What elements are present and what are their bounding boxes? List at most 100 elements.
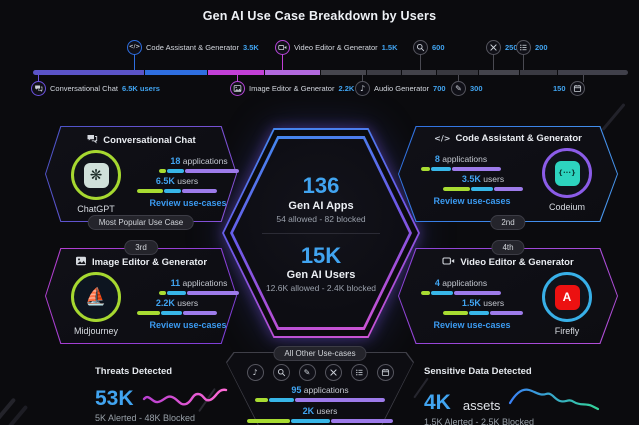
users-bar	[137, 189, 217, 193]
review-use-cases-link[interactable]: Review use-cases	[433, 196, 511, 206]
sensitive-count: 4K	[424, 391, 451, 414]
page-title: Gen AI Use Case Breakdown by Users	[202, 9, 437, 23]
sensitive-title: Sensitive Data Detected	[424, 366, 532, 377]
apps-bar	[159, 291, 239, 295]
panel-code-assistant: </> Code Assistant & Generator {···} Cod…	[398, 126, 618, 222]
divider	[262, 232, 380, 234]
review-use-cases-link[interactable]: Review use-cases	[433, 320, 511, 330]
timeline-connector	[493, 54, 494, 70]
logo-label: Firefly	[554, 326, 580, 336]
music-icon[interactable]: ♪	[246, 364, 264, 381]
review-use-cases-link[interactable]: Review use-cases	[149, 320, 227, 330]
badge-most-popular: Most Popular Use Case	[87, 215, 195, 230]
users-stat: 3.5K users	[461, 174, 505, 184]
timeline-marker-video: Video Editor & Generator 1.5K	[275, 40, 398, 55]
panel-conversational-chat: Conversational Chat ❋ ChatGPT 18 applica…	[45, 126, 239, 222]
apps-bar	[159, 169, 239, 173]
pen-icon[interactable]: ✎	[451, 81, 466, 96]
center-hexagon: 136 Gen AI Apps 54 allowed - 82 blocked …	[222, 128, 420, 338]
image-icon[interactable]	[230, 81, 245, 96]
timeline-connector	[134, 54, 135, 70]
logo-label: ChatGPT	[77, 204, 115, 214]
timeline-bar	[33, 70, 628, 75]
apps-bar	[421, 291, 501, 295]
panel-title: Image Editor & Generator	[91, 257, 208, 268]
logo-label: Midjourney	[73, 326, 119, 336]
sensitive-suffix: assets	[462, 398, 501, 413]
users-bar	[137, 311, 217, 315]
apps-stat: 18 applications	[170, 156, 228, 166]
video-icon	[442, 255, 455, 270]
timeline-connector	[523, 54, 524, 70]
review-use-cases-link[interactable]: Review use-cases	[149, 198, 227, 208]
timeline-marker-code: </> Code Assistant & Generator 3.5K	[127, 40, 259, 55]
timeline-marker-search: 600	[413, 40, 445, 55]
genai-apps-count: 136	[302, 173, 340, 199]
chat-icon	[86, 133, 98, 148]
panel-video-editor: Video Editor & Generator A Firefly 4 app…	[398, 248, 618, 344]
threats-sparkline	[142, 388, 227, 406]
apps-stat: 11 applications	[170, 278, 228, 288]
video-icon[interactable]	[275, 40, 290, 55]
timeline-marker-calendar: 150	[553, 81, 585, 96]
genai-users-detail: 12.6K allowed - 2.4K blocked	[265, 282, 377, 293]
panel-title: Code Assistant & Generator	[455, 133, 582, 144]
timeline-connector	[362, 75, 363, 82]
list-icon[interactable]	[350, 364, 368, 381]
users-stat: 2K users	[302, 406, 338, 416]
threats-count: 53K	[95, 387, 134, 410]
panel-all-other-use-cases: ♪ ✎ 95 applications 2K users	[226, 352, 414, 425]
list-icon[interactable]	[516, 40, 531, 55]
image-icon	[75, 255, 87, 270]
firefly-logo: A	[542, 272, 592, 322]
badge-2nd: 2nd	[490, 215, 526, 230]
badge-4th: 4th	[491, 240, 525, 255]
timeline-marker-scatter: 250	[486, 40, 518, 55]
timeline-marker-pen: ✎ 300	[451, 81, 483, 96]
apps-stat: 95 applications	[291, 385, 349, 395]
apps-stat: 8 applications	[434, 154, 488, 164]
genai-apps-detail: 54 allowed - 82 blocked	[276, 213, 366, 224]
users-stat: 1.5K users	[461, 298, 505, 308]
search-icon[interactable]	[272, 364, 290, 381]
scatter-icon[interactable]	[324, 364, 342, 381]
apps-stat: 4 applications	[434, 278, 488, 288]
timeline-marker-chat: Conversational Chat 6.5K users	[31, 81, 160, 96]
calendar-icon[interactable]	[569, 81, 585, 96]
users-bar	[443, 187, 523, 191]
search-icon[interactable]	[413, 40, 428, 55]
badge-3rd: 3rd	[124, 240, 158, 255]
code-icon: </>	[434, 133, 451, 143]
timeline-marker-list: 200	[516, 40, 548, 55]
chatgpt-logo: ❋	[71, 150, 121, 200]
code-icon[interactable]: </>	[127, 40, 142, 55]
timeline-marker-audio: ♪ Audio Generator 700	[355, 81, 446, 96]
users-bar	[247, 419, 393, 423]
timeline-marker-image: Image Editor & Generator 2.2K	[230, 81, 354, 96]
midjourney-logo: ⛵	[71, 272, 121, 322]
timeline-connector	[38, 75, 39, 82]
panel-title: Conversational Chat	[103, 135, 196, 146]
pen-icon[interactable]: ✎	[298, 364, 316, 381]
users-stat: 2.2K users	[155, 298, 199, 308]
timeline-connector	[458, 75, 459, 82]
panel-title: Video Editor & Generator	[460, 257, 574, 268]
threats-title: Threats Detected	[95, 366, 173, 377]
chat-icon[interactable]	[31, 81, 46, 96]
sensitive-detail: 1.5K Alerted - 2.5K Blocked	[424, 417, 535, 425]
music-icon[interactable]: ♪	[355, 81, 370, 96]
genai-users-label: Gen AI Users	[286, 268, 356, 281]
genai-apps-label: Gen AI Apps	[288, 199, 354, 212]
apps-bar	[421, 167, 501, 171]
panel-image-editor: Image Editor & Generator ⛵ Midjourney 11…	[45, 248, 239, 344]
logo-label: Codeium	[548, 202, 586, 212]
scatter-icon[interactable]	[486, 40, 501, 55]
badge-all-other-use-cases: All Other Use-cases	[273, 346, 367, 361]
timeline-connector	[420, 54, 421, 70]
timeline-connector	[282, 54, 283, 70]
calendar-icon[interactable]	[376, 364, 394, 381]
users-stat: 6.5K users	[155, 176, 199, 186]
threats-detected: Threats Detected 53K 5K Alerted - 48K Bl…	[95, 366, 228, 423]
timeline-connector	[237, 75, 238, 82]
